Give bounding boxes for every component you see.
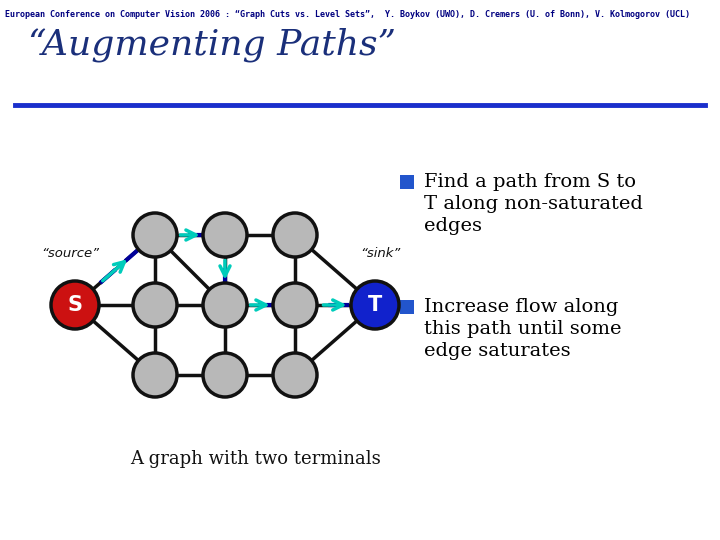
Circle shape <box>351 281 399 329</box>
Circle shape <box>203 213 247 257</box>
Text: “source”: “source” <box>41 247 99 260</box>
Circle shape <box>203 283 247 327</box>
FancyBboxPatch shape <box>400 300 414 314</box>
Text: European Conference on Computer Vision 2006 : “Graph Cuts vs. Level Sets”,  Y. B: European Conference on Computer Vision 2… <box>5 10 690 19</box>
Text: “Augmenting Paths”: “Augmenting Paths” <box>28 28 396 63</box>
Circle shape <box>133 283 177 327</box>
Text: edges: edges <box>424 217 482 235</box>
Circle shape <box>51 281 99 329</box>
Text: Find a path from S to: Find a path from S to <box>424 173 636 191</box>
FancyBboxPatch shape <box>400 175 414 189</box>
Circle shape <box>273 213 317 257</box>
Text: T along non-saturated: T along non-saturated <box>424 195 643 213</box>
Circle shape <box>203 353 247 397</box>
Circle shape <box>273 283 317 327</box>
Text: T: T <box>368 295 382 315</box>
Circle shape <box>133 213 177 257</box>
Text: this path until some: this path until some <box>424 320 621 338</box>
Circle shape <box>133 353 177 397</box>
Text: Increase flow along: Increase flow along <box>424 298 618 316</box>
Text: A graph with two terminals: A graph with two terminals <box>130 450 381 468</box>
Text: edge saturates: edge saturates <box>424 342 571 360</box>
Text: S: S <box>68 295 83 315</box>
Circle shape <box>273 353 317 397</box>
Text: “sink”: “sink” <box>360 247 400 260</box>
